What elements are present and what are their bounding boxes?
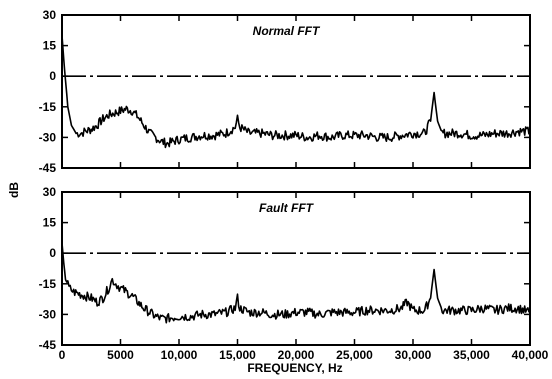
x-tick-label: 40,000 (512, 348, 549, 362)
spectrum-line (61, 242, 531, 324)
spectrum-line (61, 35, 531, 149)
x-tick-label: 25,000 (336, 348, 373, 362)
y-tick-label: -15 (39, 277, 57, 291)
x-tick-label: 0 (59, 348, 66, 362)
panel-title: Fault FFT (259, 201, 315, 215)
y-tick-label: -30 (39, 130, 57, 144)
y-tick-label: 0 (49, 246, 56, 260)
y-tick-label: 30 (43, 8, 57, 22)
y-tick-label: -45 (39, 161, 57, 175)
x-tick-label: 20,000 (278, 348, 315, 362)
y-tick-label: 15 (43, 39, 57, 53)
x-axis-label: FREQUENCY, Hz (247, 361, 342, 375)
x-tick-label: 10,000 (161, 348, 198, 362)
y-tick-label: -30 (39, 307, 57, 321)
y-tick-label: 0 (49, 69, 56, 83)
panel-title: Normal FFT (253, 24, 321, 38)
y-tick-label: -45 (39, 338, 57, 352)
x-tick-label: 30,000 (395, 348, 432, 362)
y-tick-label: 15 (43, 216, 57, 230)
normal-fft-panel: 30 15 0 -15 -30 -45 Normal FFT (39, 8, 531, 175)
y-axis-label: dB (7, 182, 21, 198)
y-tick-label: -15 (39, 100, 57, 114)
y-tick-label: 30 (43, 185, 57, 199)
x-tick-label: 15,000 (219, 348, 256, 362)
x-tick-label: 35,000 (453, 348, 490, 362)
x-tick-label: 5000 (107, 348, 134, 362)
